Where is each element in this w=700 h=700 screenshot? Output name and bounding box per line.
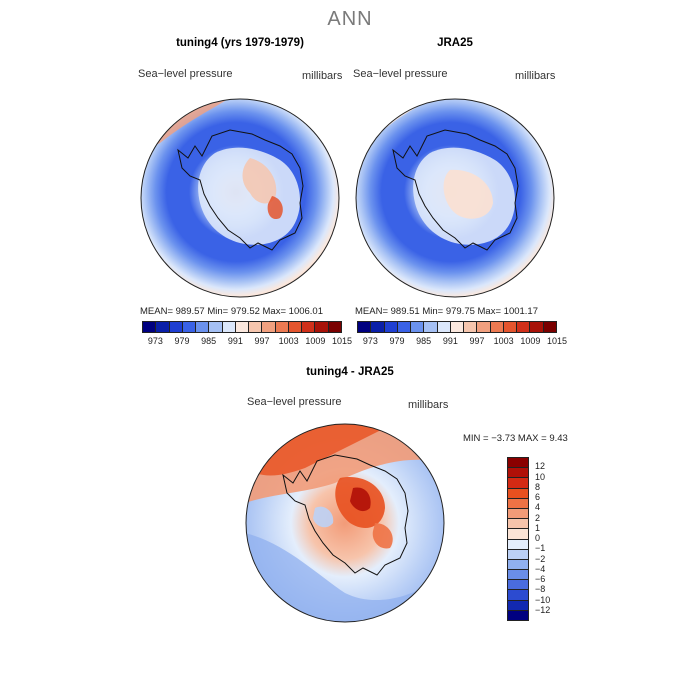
colorbar-tick-label: 985	[416, 336, 432, 346]
panel-1-units: millibars	[302, 70, 343, 82]
colorbar-swatch	[222, 322, 236, 332]
colorbar-tick-label: −10	[535, 594, 551, 605]
colorbar-swatch	[508, 580, 528, 591]
colorbar-swatch	[464, 322, 478, 332]
panel-1-polar-map	[140, 98, 340, 298]
colorbar-tick-label: 1015	[331, 336, 353, 346]
panel-2-colorbar-ticks: 973 979 985 991 997 1003 1009 1015	[357, 336, 567, 348]
panel-2-polar-map	[355, 98, 555, 298]
colorbar-swatch	[397, 322, 412, 332]
colorbar-swatch	[503, 322, 518, 332]
colorbar-swatch	[508, 498, 528, 509]
diff-polar-map	[245, 423, 445, 623]
colorbar-swatch	[508, 559, 528, 571]
colorbar-swatch	[530, 322, 544, 332]
colorbar-swatch	[508, 529, 528, 540]
colorbar-swatch	[315, 322, 329, 332]
colorbar-swatch	[196, 322, 210, 332]
colorbar-tick-label: −8	[535, 584, 546, 595]
colorbar-tick-label: 973	[362, 336, 378, 346]
colorbar-swatch	[156, 322, 170, 332]
colorbar-tick-label: 0	[535, 533, 541, 543]
colorbar-tick-label: 1015	[546, 336, 568, 346]
colorbar-swatch	[508, 468, 528, 479]
colorbar-swatch	[490, 322, 504, 332]
colorbar-tick-label: −4	[535, 563, 546, 574]
colorbar-swatch	[143, 322, 157, 332]
colorbar-tick-label: 991	[227, 336, 243, 346]
colorbar-tick-label: 10	[535, 471, 546, 482]
colorbar-swatch	[508, 570, 528, 581]
colorbar-swatch	[508, 600, 528, 611]
colorbar-swatch	[508, 610, 528, 620]
colorbar-tick-label: 1003	[493, 336, 514, 346]
colorbar-swatch	[411, 322, 425, 332]
colorbar-swatch	[508, 458, 528, 469]
colorbar-swatch	[235, 322, 250, 332]
colorbar-tick-label: 12	[535, 461, 546, 472]
colorbar-swatch	[262, 322, 276, 332]
colorbar-tick-label: 991	[442, 336, 458, 346]
colorbar-swatch	[517, 322, 531, 332]
colorbar-tick-label: −1	[535, 543, 546, 554]
panel-2-stats: MEAN= 989.51 Min= 979.75 Max= 1001.17	[355, 306, 538, 317]
colorbar-swatch	[508, 508, 528, 520]
diff-units: millibars	[408, 399, 449, 411]
colorbar-swatch	[302, 322, 316, 332]
colorbar-swatch	[209, 322, 223, 332]
colorbar-tick-label: 4	[535, 502, 541, 513]
colorbar-tick-label: 2	[535, 512, 541, 523]
panel-1-title: tuning4 (yrs 1979-1979)	[176, 37, 304, 49]
colorbar-swatch	[275, 322, 289, 332]
diff-colorbar-ticks: 12 10 8 6 4 2 1 0 −1 −2 −4 −6 −8 −10 −12	[535, 457, 575, 621]
figure-title: ANN	[327, 8, 373, 30]
colorbar-tick-label: 1009	[520, 336, 541, 346]
colorbar-swatch	[508, 549, 528, 560]
colorbar-swatch	[477, 322, 491, 332]
colorbar-tick-label: −2	[535, 553, 546, 564]
colorbar-swatch	[384, 322, 398, 332]
colorbar-tick-label: 997	[254, 336, 270, 346]
colorbar-swatch	[288, 322, 303, 332]
colorbar-swatch	[508, 539, 528, 550]
colorbar-swatch	[371, 322, 385, 332]
colorbar-swatch	[249, 322, 263, 332]
colorbar-tick-label: 973	[147, 336, 163, 346]
colorbar-swatch	[424, 322, 438, 332]
diff-variable: Sea−level pressure	[247, 396, 342, 408]
colorbar-swatch	[508, 488, 528, 499]
diff-colorbar	[507, 457, 529, 621]
colorbar-swatch	[508, 590, 528, 601]
panel-2-units: millibars	[515, 70, 556, 82]
panel-1-colorbar	[142, 321, 342, 333]
panel-1-stats: MEAN= 989.57 Min= 979.52 Max= 1006.01	[140, 306, 323, 317]
colorbar-tick-label: −6	[535, 574, 546, 584]
panel-2-colorbar	[357, 321, 557, 333]
panel-2-title: JRA25	[437, 37, 473, 49]
colorbar-swatch	[508, 478, 528, 489]
colorbar-tick-label: 6	[535, 492, 541, 502]
panel-1-colorbar-ticks: 973 979 985 991 997 1003 1009 1015	[142, 336, 352, 348]
colorbar-swatch	[328, 322, 341, 332]
colorbar-tick-label: −12	[535, 604, 551, 615]
colorbar-swatch	[437, 322, 451, 332]
colorbar-tick-label: 979	[389, 336, 405, 346]
panel-1-variable: Sea−level pressure	[138, 68, 233, 80]
diff-title: tuning4 - JRA25	[306, 366, 394, 378]
colorbar-tick-label: 1	[535, 522, 541, 533]
diff-stats: MIN = −3.73 MAX = 9.43	[463, 433, 568, 444]
panel-2-variable: Sea−level pressure	[353, 68, 448, 80]
colorbar-swatch	[508, 519, 528, 530]
colorbar-swatch	[543, 322, 556, 332]
colorbar-tick-label: 985	[201, 336, 217, 346]
colorbar-tick-label: 8	[535, 481, 541, 492]
colorbar-swatch	[450, 322, 465, 332]
colorbar-tick-label: 1009	[305, 336, 326, 346]
colorbar-swatch	[358, 322, 372, 332]
colorbar-swatch	[182, 322, 197, 332]
colorbar-tick-label: 997	[469, 336, 485, 346]
colorbar-tick-label: 979	[174, 336, 190, 346]
colorbar-tick-label: 1003	[278, 336, 299, 346]
colorbar-swatch	[169, 322, 183, 332]
